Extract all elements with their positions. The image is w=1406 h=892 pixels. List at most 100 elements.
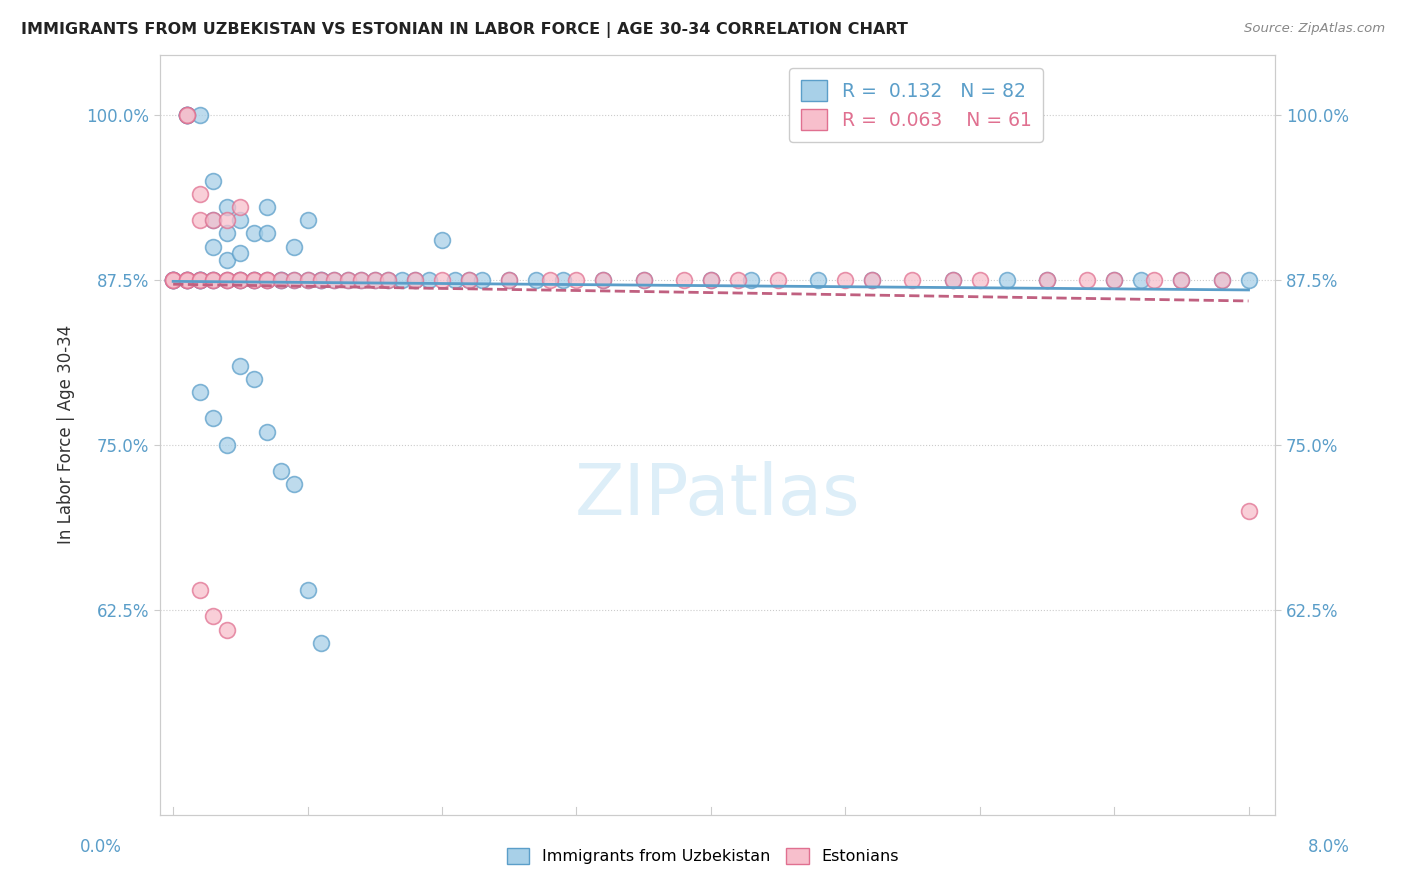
Point	[256, 273, 278, 287]
Point	[188, 273, 211, 287]
Point	[215, 252, 238, 267]
Point	[176, 107, 198, 121]
Point	[243, 273, 266, 287]
Point	[377, 273, 399, 287]
Point	[256, 425, 278, 439]
Point	[270, 273, 292, 287]
Point	[297, 273, 319, 287]
Point	[901, 273, 924, 287]
Point	[215, 273, 238, 287]
Point	[766, 273, 789, 287]
Point	[162, 273, 184, 287]
Point	[162, 273, 184, 287]
Point	[995, 273, 1018, 287]
Point	[188, 582, 211, 597]
Point	[243, 273, 266, 287]
Point	[364, 273, 387, 287]
Point	[1237, 504, 1260, 518]
Point	[215, 273, 238, 287]
Y-axis label: In Labor Force | Age 30-34: In Labor Force | Age 30-34	[58, 326, 75, 544]
Point	[860, 273, 883, 287]
Point	[176, 273, 198, 287]
Point	[538, 273, 561, 287]
Point	[444, 273, 467, 287]
Legend: R =  0.132   N = 82, R =  0.063    N = 61: R = 0.132 N = 82, R = 0.063 N = 61	[789, 69, 1043, 142]
Point	[1076, 273, 1098, 287]
Point	[176, 273, 198, 287]
Point	[309, 273, 332, 287]
Point	[229, 273, 252, 287]
Point	[188, 273, 211, 287]
Point	[740, 273, 762, 287]
Point	[215, 227, 238, 241]
Point	[1143, 273, 1166, 287]
Point	[229, 359, 252, 373]
Point	[202, 411, 225, 425]
Point	[176, 107, 198, 121]
Point	[297, 213, 319, 227]
Point	[215, 213, 238, 227]
Point	[188, 273, 211, 287]
Point	[229, 273, 252, 287]
Point	[471, 273, 494, 287]
Point	[162, 273, 184, 287]
Text: Source: ZipAtlas.com: Source: ZipAtlas.com	[1244, 22, 1385, 36]
Point	[229, 200, 252, 214]
Point	[188, 384, 211, 399]
Point	[323, 273, 346, 287]
Point	[215, 438, 238, 452]
Point	[162, 273, 184, 287]
Point	[404, 273, 426, 287]
Point	[498, 273, 520, 287]
Point	[202, 213, 225, 227]
Point	[162, 273, 184, 287]
Point	[176, 273, 198, 287]
Point	[202, 273, 225, 287]
Point	[215, 273, 238, 287]
Point	[176, 107, 198, 121]
Point	[1036, 273, 1059, 287]
Point	[700, 273, 723, 287]
Point	[391, 273, 413, 287]
Point	[700, 273, 723, 287]
Point	[404, 273, 426, 287]
Point	[633, 273, 655, 287]
Point	[350, 273, 373, 287]
Point	[229, 213, 252, 227]
Text: ZIPatlas: ZIPatlas	[575, 461, 860, 530]
Point	[256, 273, 278, 287]
Point	[297, 582, 319, 597]
Point	[256, 227, 278, 241]
Point	[430, 273, 453, 287]
Point	[283, 273, 305, 287]
Point	[270, 273, 292, 287]
Text: 8.0%: 8.0%	[1308, 838, 1350, 855]
Point	[243, 273, 266, 287]
Point	[1170, 273, 1192, 287]
Text: IMMIGRANTS FROM UZBEKISTAN VS ESTONIAN IN LABOR FORCE | AGE 30-34 CORRELATION CH: IMMIGRANTS FROM UZBEKISTAN VS ESTONIAN I…	[21, 22, 908, 38]
Legend: Immigrants from Uzbekistan, Estonians: Immigrants from Uzbekistan, Estonians	[501, 841, 905, 871]
Point	[243, 273, 266, 287]
Point	[1170, 273, 1192, 287]
Point	[188, 273, 211, 287]
Point	[592, 273, 614, 287]
Point	[229, 246, 252, 260]
Point	[592, 273, 614, 287]
Point	[202, 213, 225, 227]
Point	[633, 273, 655, 287]
Point	[309, 636, 332, 650]
Point	[283, 273, 305, 287]
Point	[377, 273, 399, 287]
Point	[256, 273, 278, 287]
Point	[942, 273, 965, 287]
Point	[309, 273, 332, 287]
Point	[215, 200, 238, 214]
Point	[256, 200, 278, 214]
Point	[202, 273, 225, 287]
Point	[188, 107, 211, 121]
Point	[188, 273, 211, 287]
Point	[364, 273, 387, 287]
Point	[350, 273, 373, 287]
Point	[807, 273, 830, 287]
Point	[229, 273, 252, 287]
